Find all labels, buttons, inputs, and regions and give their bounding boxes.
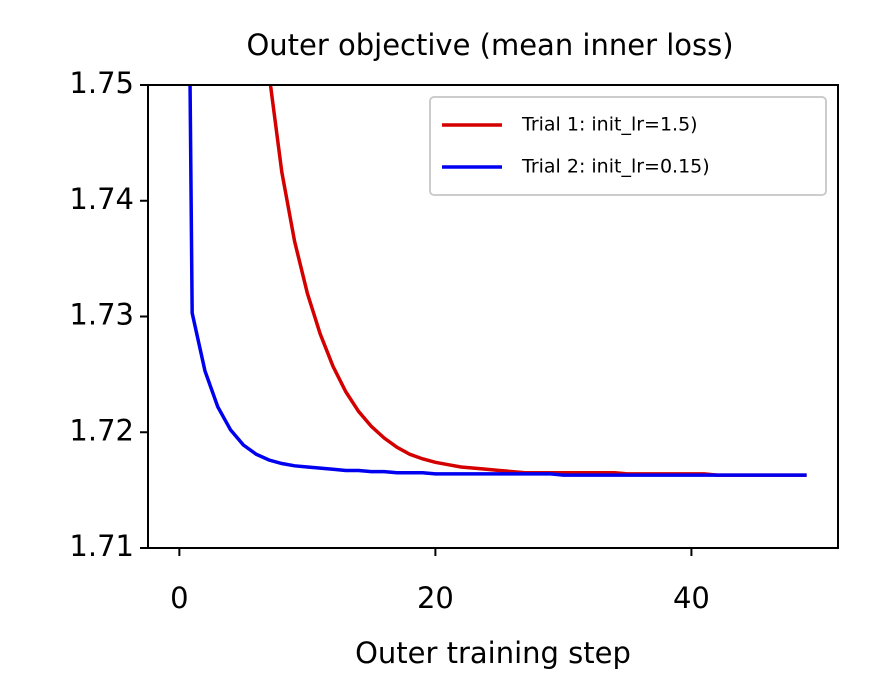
x-tick-label: 40 [673,581,710,615]
y-tick-label: 1.73 [69,298,134,332]
y-tick-label: 1.72 [69,413,134,447]
x-tick-label: 0 [170,581,188,615]
plot-area [188,85,807,477]
y-tick-label: 1.75 [69,66,134,100]
y-tick-label: 1.71 [69,529,134,563]
x-tick-label: 20 [417,581,454,615]
chart-title: Outer objective (mean inner loss) [246,28,733,62]
y-tick-label: 1.74 [69,182,134,216]
line-series [188,85,807,477]
legend-label: Trial 1: init_lr=1.5) [521,114,698,136]
legend-box [429,96,827,196]
x-axis-label: Outer training step [355,636,631,670]
line-series [268,85,807,477]
legend-label: Trial 2: init_lr=0.15) [521,156,710,178]
